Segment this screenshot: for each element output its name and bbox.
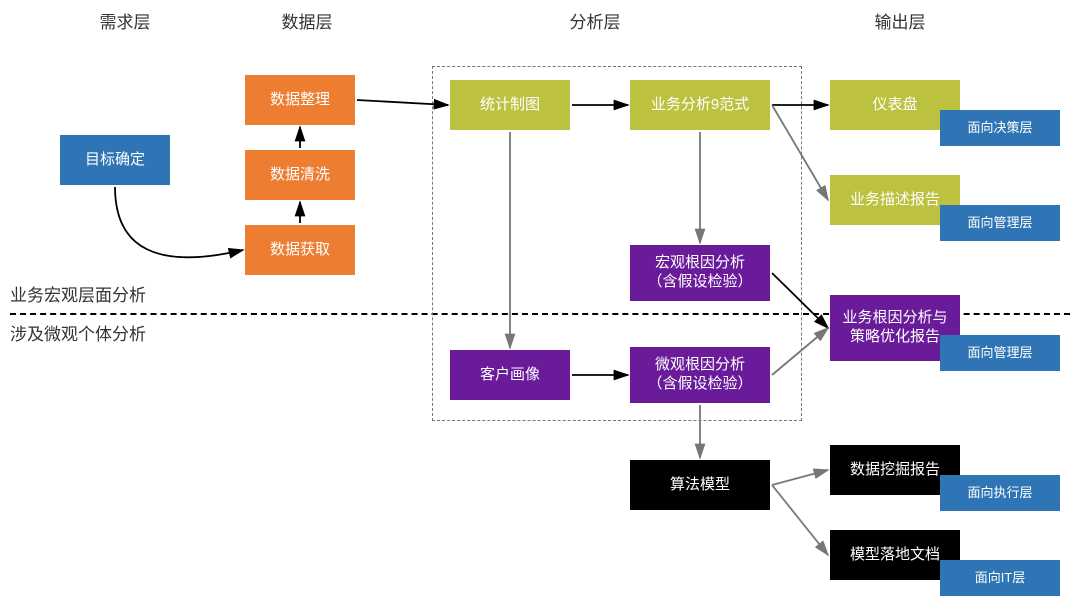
- header-data: 数据层: [247, 8, 367, 33]
- section-micro-label: 涉及微观个体分析: [10, 320, 146, 345]
- node-macro-root: 宏观根因分析（含假设检验）: [630, 245, 770, 301]
- node-data-fetch: 数据获取: [245, 225, 355, 275]
- node-micro-root: 微观根因分析（含假设检验）: [630, 347, 770, 403]
- node-data-clean: 数据清洗: [245, 150, 355, 200]
- tag-biz-report: 面向管理层: [940, 205, 1060, 241]
- header-analysis: 分析层: [535, 8, 655, 33]
- node-goal: 目标确定: [60, 135, 170, 185]
- section-macro-label: 业务宏观层面分析: [10, 281, 146, 306]
- node-biz-9: 业务分析9范式: [630, 80, 770, 130]
- node-data-sort: 数据整理: [245, 75, 355, 125]
- node-algo: 算法模型: [630, 460, 770, 510]
- diagram-stage: { "canvas": { "width": 1080, "height": 6…: [0, 0, 1080, 609]
- node-customer: 客户画像: [450, 350, 570, 400]
- node-stat-chart: 统计制图: [450, 80, 570, 130]
- header-demand: 需求层: [65, 8, 185, 33]
- tag-root-report: 面向管理层: [940, 335, 1060, 371]
- tag-model-doc: 面向IT层: [940, 560, 1060, 596]
- tag-dm-report: 面向执行层: [940, 475, 1060, 511]
- header-output: 输出层: [840, 8, 960, 33]
- tag-dashboard: 面向决策层: [940, 110, 1060, 146]
